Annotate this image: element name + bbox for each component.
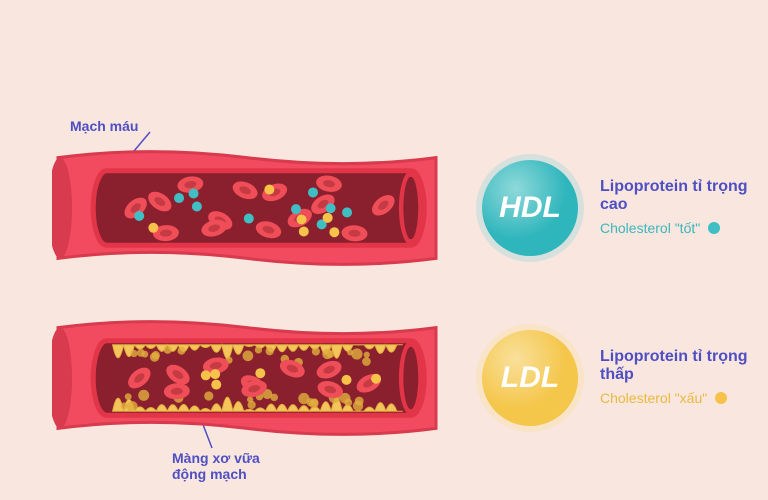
ldl-legend-sub-row: Cholesterol "xấu" <box>600 390 768 406</box>
hdl-legend-sub: Cholesterol "tốt" <box>600 220 700 236</box>
blood-vessel-label: Mạch máu <box>70 118 138 134</box>
plaque-vessel-diagram <box>52 318 442 438</box>
ldl-badge: LDL <box>482 330 578 426</box>
ldl-particle-icon <box>715 392 727 404</box>
plaque-label: Màng xơ vữa động mạch <box>172 450 260 482</box>
hdl-badge-wrap: HDL <box>482 160 578 256</box>
hdl-legend: Lipoprotein tỉ trọng cao Cholesterol "tố… <box>600 178 768 236</box>
healthy-vessel-svg <box>52 148 442 268</box>
ldl-badge-label: LDL <box>501 361 559 395</box>
plaque-vessel-svg <box>52 318 442 438</box>
plaque-label-line2: động mạch <box>172 466 260 482</box>
hdl-badge: HDL <box>482 160 578 256</box>
hdl-badge-label: HDL <box>499 191 561 225</box>
healthy-vessel-diagram <box>52 148 442 268</box>
ldl-legend-sub: Cholesterol "xấu" <box>600 390 707 406</box>
hdl-particle-icon <box>708 222 720 234</box>
ldl-legend: Lipoprotein tỉ trọng thấp Cholesterol "x… <box>600 348 768 406</box>
ldl-badge-wrap: LDL <box>482 330 578 426</box>
plaque-label-line1: Màng xơ vữa <box>172 450 260 466</box>
hdl-legend-title: Lipoprotein tỉ trọng cao <box>600 178 768 214</box>
ldl-legend-title: Lipoprotein tỉ trọng thấp <box>600 348 768 384</box>
hdl-legend-sub-row: Cholesterol "tốt" <box>600 220 768 236</box>
